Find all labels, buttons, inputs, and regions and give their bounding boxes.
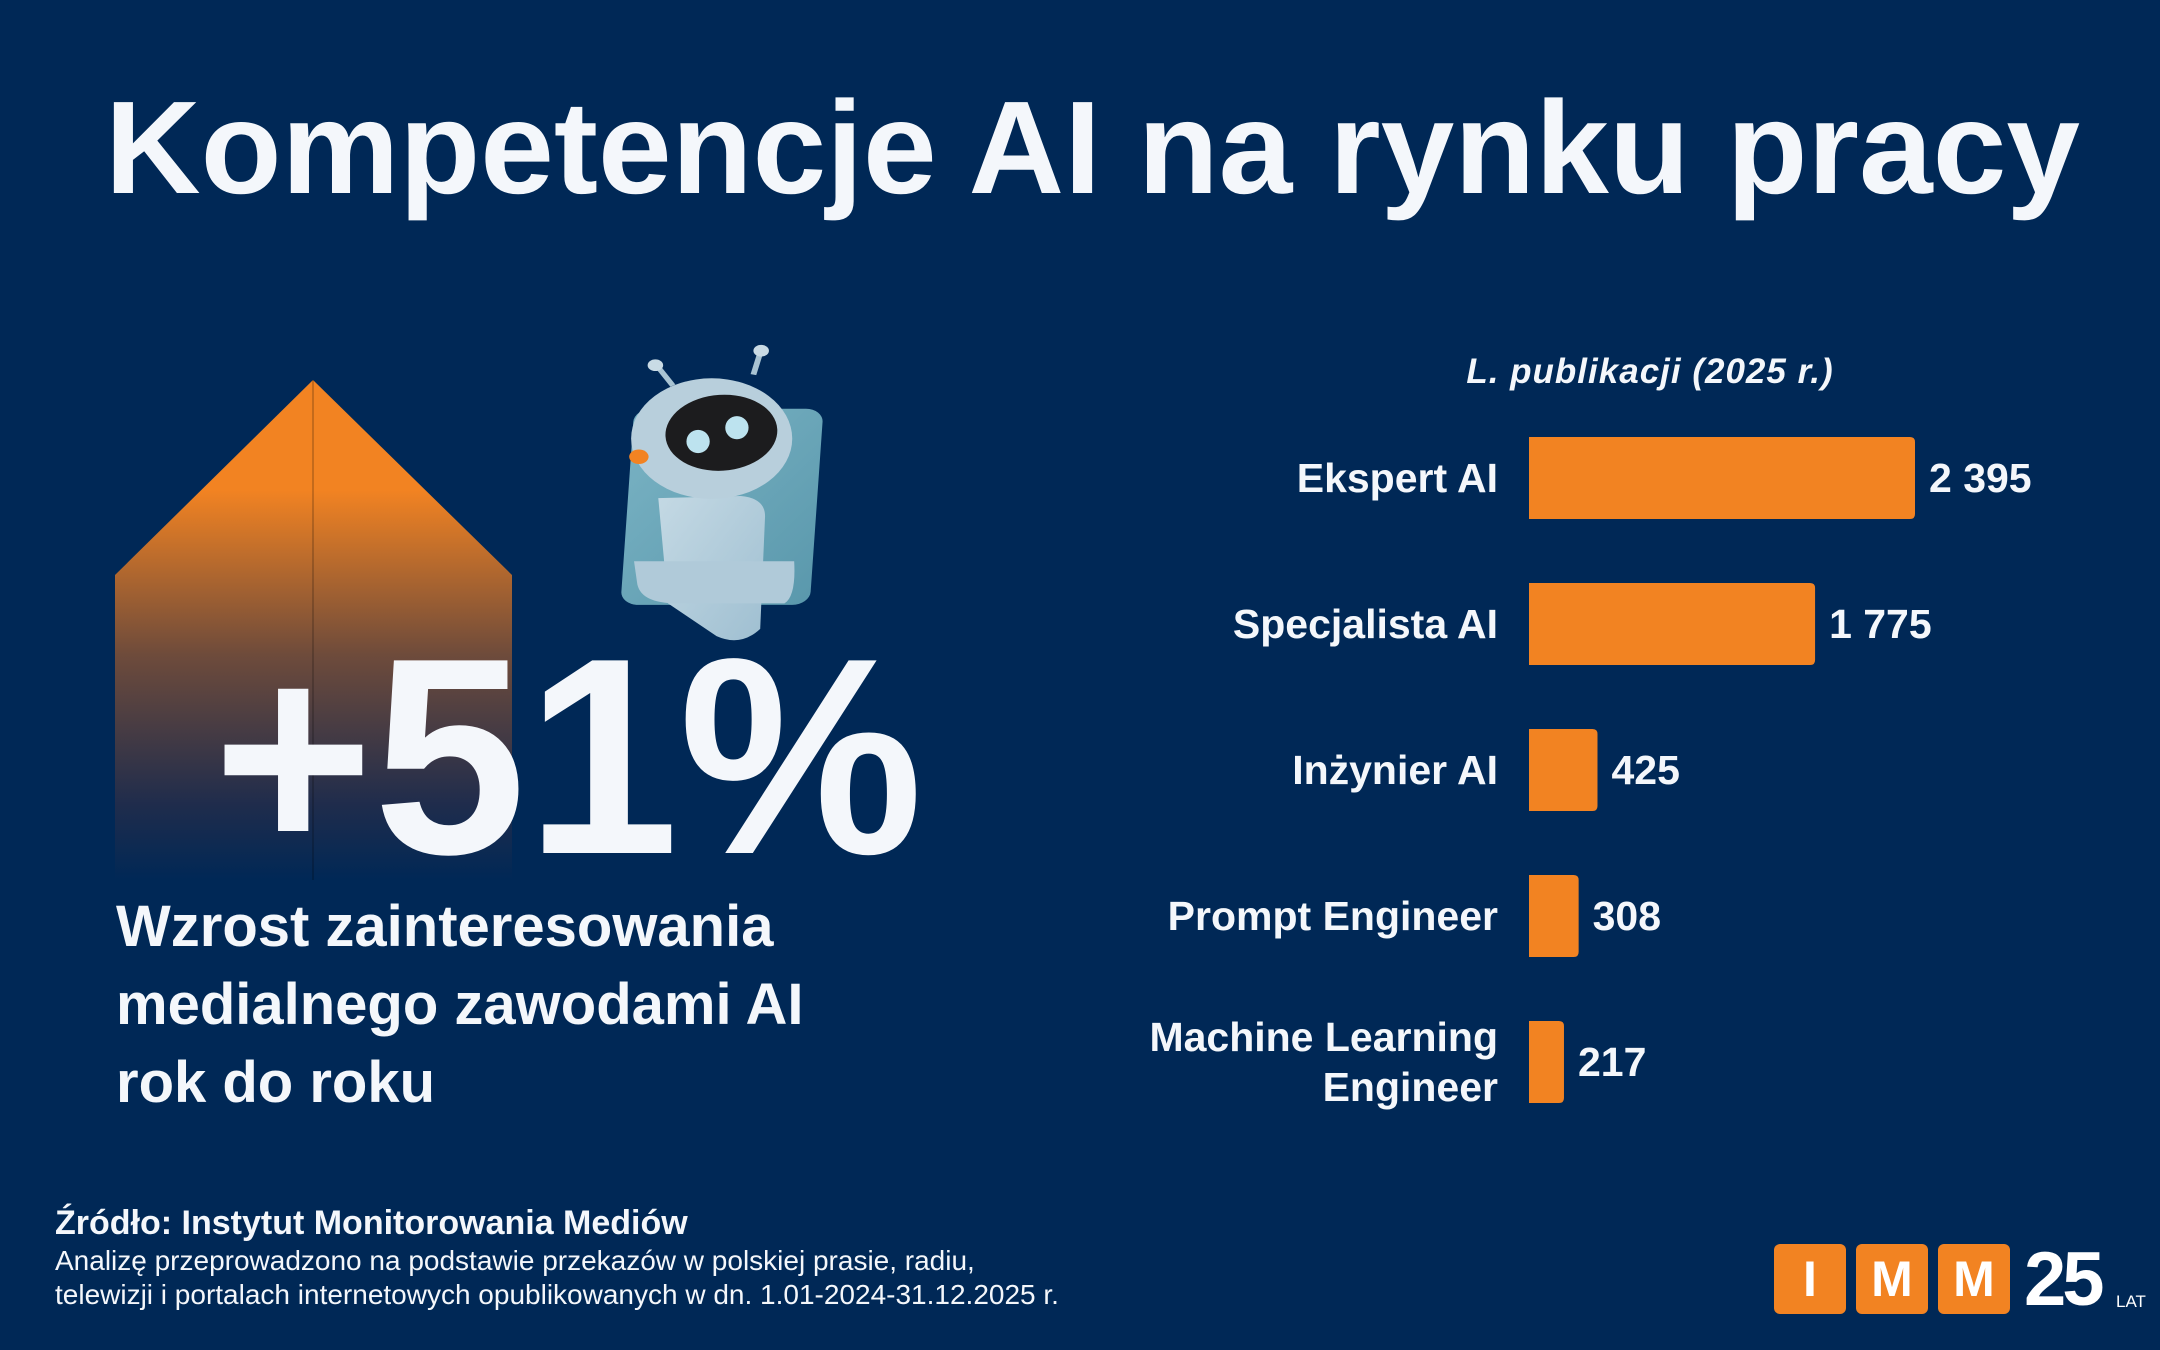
value-label: 2 395 [1929, 455, 2032, 501]
source-heading: Źródło: Instytut Monitorowania Mediów [55, 1204, 688, 1242]
svg-text:Kompetencje AI na rynku pracy: Kompetencje AI na rynku pracy [105, 74, 2080, 221]
imm-logo: I M M 25 LAT [1774, 1238, 2160, 1320]
growth-description: Wzrost zainteresowania medialnego zawoda… [116, 888, 804, 1122]
category-label: Machine Learning [1149, 1014, 1498, 1060]
source-line: telewizji i portalach internetowych opub… [55, 1279, 1059, 1310]
category-label: Engineer [1323, 1064, 1498, 1110]
value-label: 1 775 [1829, 601, 1932, 647]
robot-illustration [621, 344, 823, 641]
bar [1529, 875, 1579, 957]
source-line: Analizę przeprowadzono na podstawie prze… [55, 1245, 975, 1276]
source-note: Źródło: Instytut Monitorowania Mediów An… [55, 1202, 1059, 1312]
bar [1529, 729, 1598, 811]
logo-years-label: LAT [2116, 1292, 2146, 1311]
value-label: 425 [1611, 747, 1679, 793]
logo-letter: M [1856, 1244, 1928, 1314]
logo-years: 25 [2024, 1237, 2105, 1322]
category-label: Inżynier AI [1292, 747, 1498, 793]
description-line: medialnego zawodami AI [116, 972, 804, 1037]
svg-text:+51%: +51% [213, 610, 923, 880]
value-label: 308 [1593, 893, 1661, 939]
house-arrow-graphic [115, 380, 512, 880]
value-label: 217 [1578, 1039, 1646, 1085]
page-title: Kompetencje AI na rynku pracy [105, 74, 2080, 221]
bar [1529, 1021, 1564, 1103]
category-label: Specjalista AI [1233, 601, 1498, 647]
growth-percentage: +51% [213, 610, 923, 880]
logo-letter: M [1938, 1244, 2010, 1314]
category-label: Prompt Engineer [1168, 893, 1498, 939]
bar [1529, 437, 1915, 519]
logo-anniversary: 25 LAT [2024, 1238, 2160, 1320]
category-label: Ekspert AI [1297, 455, 1498, 501]
bar [1529, 583, 1816, 665]
logo-letter: I [1774, 1244, 1846, 1314]
chart-title: L. publikacji (2025 r.) [1466, 352, 1834, 391]
description-line: rok do roku [116, 1050, 436, 1115]
description-line: Wzrost zainteresowania [116, 894, 774, 959]
